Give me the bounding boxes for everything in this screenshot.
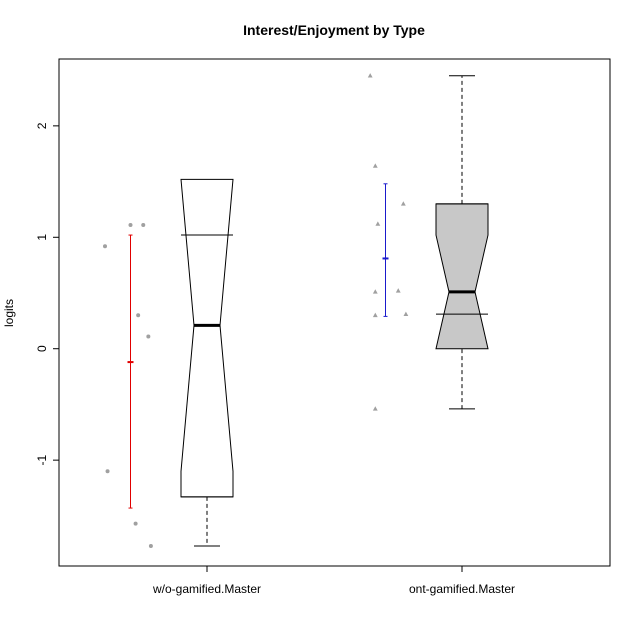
data-point [103,244,107,249]
data-point [395,288,401,293]
y-tick-label: 1 [35,234,49,241]
data-point [372,406,378,411]
y-tick-label: 2 [35,122,49,129]
data-point [367,73,373,78]
notched-box [435,203,489,350]
y-tick-label: 0 [35,345,49,352]
data-point [372,289,378,294]
plot-marks: -1 0 1 2 w/o-gamified.Master ont-gamified.Mas… [35,73,515,596]
data-point [128,223,133,228]
data-point [403,311,409,316]
data-point [375,221,381,226]
data-point [133,521,138,526]
plot-frame [58,58,611,567]
data-point [136,313,141,318]
notched-box [180,178,234,498]
data-point [372,163,378,168]
data-point [400,201,406,206]
data-point [146,334,151,339]
data-point [148,543,153,548]
data-point [141,223,146,228]
chart-title: Interest/Enjoyment by Type [243,22,425,38]
data-point [105,469,110,474]
y-axis-label: logits [2,299,16,327]
x-tick-label: ont-gamified.Master [409,582,515,596]
y-tick-label: -1 [35,454,49,465]
x-tick-label: w/o-gamified.Master [152,582,261,596]
data-point [372,312,378,318]
